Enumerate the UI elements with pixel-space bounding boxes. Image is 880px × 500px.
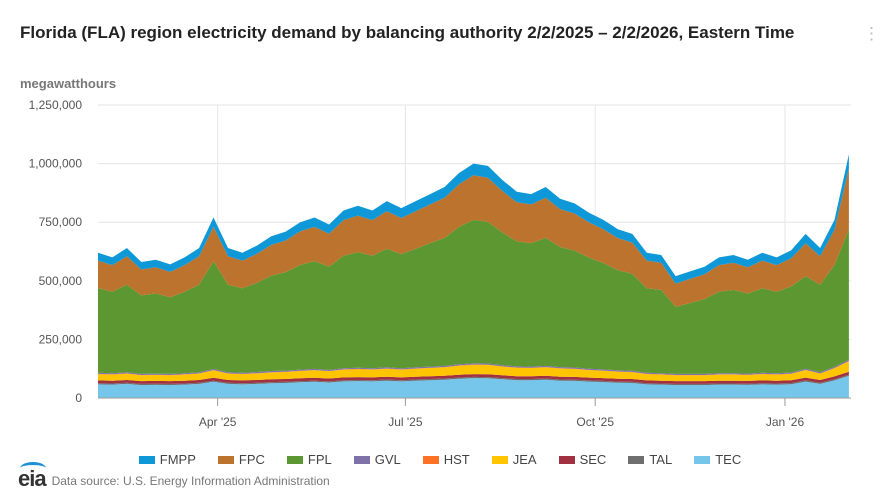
area-series-fpc [98,168,849,307]
legend-label: JEA [512,452,537,467]
y-tick-label: 250,000 [39,332,83,346]
legend-label: FPL [307,452,332,467]
legend-swatch [286,455,303,464]
data-source: Data source: U.S. Energy Information Adm… [51,474,330,488]
area-series-hst [98,361,849,376]
area-series-sec [98,371,849,384]
legend-label: FPC [238,452,265,467]
legend-label: TAL [649,452,673,467]
y-tick-label: 1,250,000 [29,98,83,112]
legend-swatch [491,455,508,464]
x-tick-label: Jan '26 [766,415,805,429]
legend-swatch [138,455,155,464]
y-tick-label: 750,000 [39,215,83,229]
legend-item-fmpp[interactable]: FMPP [138,452,196,467]
x-tick-label: Apr '25 [199,415,237,429]
legend-swatch [422,455,439,464]
area-series-gvl [98,359,849,375]
y-tick-label: 1,000,000 [29,157,83,171]
legend-item-jea[interactable]: JEA [491,452,537,467]
footer: eia Data source: U.S. Energy Information… [18,462,330,492]
x-tick-label: Oct '25 [576,415,614,429]
legend-item-hst[interactable]: HST [422,452,470,467]
legend-swatch [628,455,645,464]
legend-label: FMPP [159,452,196,467]
legend-label: HST [443,452,470,467]
x-tick-label: Jul '25 [388,415,423,429]
legend-label: SEC [579,452,607,467]
legend-label: TEC [715,452,742,467]
legend-swatch [353,455,370,464]
eia-logo: eia [18,462,47,492]
legend-item-fpl[interactable]: FPL [286,452,332,467]
y-tick-label: 500,000 [39,274,83,288]
legend-item-sec[interactable]: SEC [558,452,607,467]
legend-swatch [694,455,711,464]
chart-title: Florida (FLA) region electricity demand … [20,23,795,42]
legend: FMPP FPC FPL GVL HST JEA SEC TAL TEC [0,452,880,467]
y-axis-unit-label: megawatthours [20,76,117,91]
y-tick-label: 0 [75,391,82,405]
stacked-area-chart: 0 250,000 500,000 750,000 1,000,000 1,250,000… [29,98,851,429]
legend-item-gvl[interactable]: GVL [353,452,401,467]
area-series-tec [98,375,849,398]
legend-swatch [558,455,575,464]
menu-handle-icon[interactable]: ⋮ [863,24,880,43]
area-series-jea [98,361,849,382]
legend-label: GVL [374,452,401,467]
legend-swatch [217,455,234,464]
area-series-fpl [98,219,849,374]
area-series-tal [98,374,849,386]
legend-item-fpc[interactable]: FPC [217,452,265,467]
legend-item-tal[interactable]: TAL [628,452,672,467]
legend-item-tec[interactable]: TEC [694,452,741,467]
